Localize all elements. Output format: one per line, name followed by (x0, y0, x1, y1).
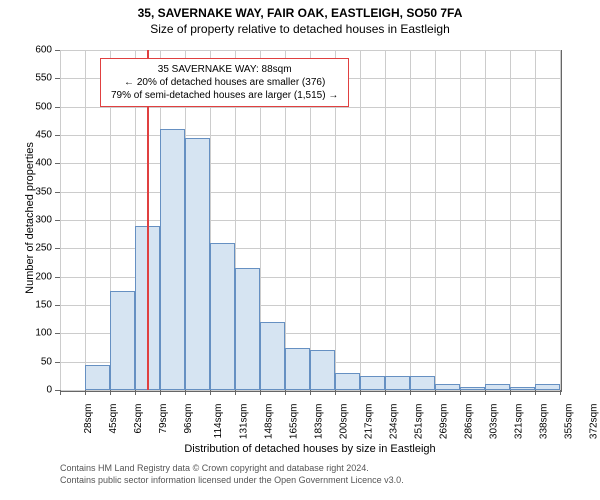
histogram-bar (435, 384, 460, 390)
histogram-bar (210, 243, 235, 390)
histogram-bar (410, 376, 435, 390)
y-tick-label: 350 (0, 186, 52, 197)
histogram-bar (335, 373, 360, 390)
y-tick-label: 150 (0, 300, 52, 311)
histogram-bar (235, 268, 260, 390)
x-tick-label: 200sqm (339, 404, 350, 440)
x-tick-label: 355sqm (564, 404, 575, 440)
y-tick-label: 400 (0, 158, 52, 169)
gridline-v (510, 50, 511, 390)
chart-title-line1: 35, SAVERNAKE WAY, FAIR OAK, EASTLEIGH, … (0, 0, 600, 22)
gridline-v (60, 50, 61, 390)
gridline-v (410, 50, 411, 390)
y-tick-label: 200 (0, 271, 52, 282)
x-tick-label: 79sqm (158, 404, 169, 434)
x-tick-label: 321sqm (514, 404, 525, 440)
gridline-v (385, 50, 386, 390)
gridline-v (460, 50, 461, 390)
y-tick-label: 0 (0, 385, 52, 396)
x-tick-label: 269sqm (439, 404, 450, 440)
x-tick-label: 303sqm (489, 404, 500, 440)
y-tick-label: 100 (0, 328, 52, 339)
x-tick-label: 338sqm (539, 404, 550, 440)
x-tick-label: 251sqm (414, 404, 425, 440)
histogram-bar (310, 350, 335, 390)
histogram-bar (160, 129, 185, 390)
gridline-v (85, 50, 86, 390)
histogram-bar (460, 387, 485, 390)
histogram-bar (260, 322, 285, 390)
y-tick-label: 250 (0, 243, 52, 254)
annotation-box: 35 SAVERNAKE WAY: 88sqm← 20% of detached… (100, 58, 349, 107)
x-tick-label: 183sqm (314, 404, 325, 440)
gridline-v (360, 50, 361, 390)
histogram-bar (110, 291, 135, 390)
footer-line1: Contains HM Land Registry data © Crown c… (60, 463, 404, 475)
histogram-bar (385, 376, 410, 390)
histogram-bar (535, 384, 560, 390)
gridline-v (535, 50, 536, 390)
histogram-chart: 35, SAVERNAKE WAY, FAIR OAK, EASTLEIGH, … (0, 0, 600, 500)
x-tick-label: 28sqm (83, 404, 94, 434)
histogram-bar (185, 138, 210, 390)
x-tick-label: 96sqm (183, 404, 194, 434)
chart-title-line2: Size of property relative to detached ho… (0, 22, 600, 40)
histogram-bar (360, 376, 385, 390)
annotation-line: ← 20% of detached houses are smaller (37… (111, 76, 338, 89)
x-tick-label: 62sqm (133, 404, 144, 434)
y-tick-label: 50 (0, 356, 52, 367)
footer-line2: Contains public sector information licen… (60, 475, 404, 487)
y-tick-label: 500 (0, 101, 52, 112)
gridline-v (560, 50, 561, 390)
x-tick-label: 131sqm (239, 404, 250, 440)
x-tick-label: 45sqm (108, 404, 119, 434)
annotation-line: 79% of semi-detached houses are larger (… (111, 89, 338, 102)
x-tick-label: 234sqm (389, 404, 400, 440)
x-tick-label: 148sqm (264, 404, 275, 440)
x-axis-label: Distribution of detached houses by size … (60, 443, 560, 455)
x-tick-label: 286sqm (464, 404, 475, 440)
y-tick-label: 450 (0, 130, 52, 141)
x-tick-label: 114sqm (213, 404, 224, 439)
histogram-bar (285, 348, 310, 391)
gridline-v (435, 50, 436, 390)
x-tick-label: 217sqm (364, 404, 375, 440)
y-tick-label: 550 (0, 73, 52, 84)
x-tick-label: 372sqm (589, 404, 600, 440)
annotation-line: 35 SAVERNAKE WAY: 88sqm (111, 63, 338, 76)
x-tick-label: 165sqm (289, 404, 300, 440)
histogram-bar (510, 387, 535, 390)
chart-footer: Contains HM Land Registry data © Crown c… (60, 463, 404, 486)
histogram-bar (85, 365, 110, 391)
gridline-v (485, 50, 486, 390)
histogram-bar (485, 384, 510, 390)
y-tick-label: 300 (0, 215, 52, 226)
y-tick-label: 600 (0, 45, 52, 56)
